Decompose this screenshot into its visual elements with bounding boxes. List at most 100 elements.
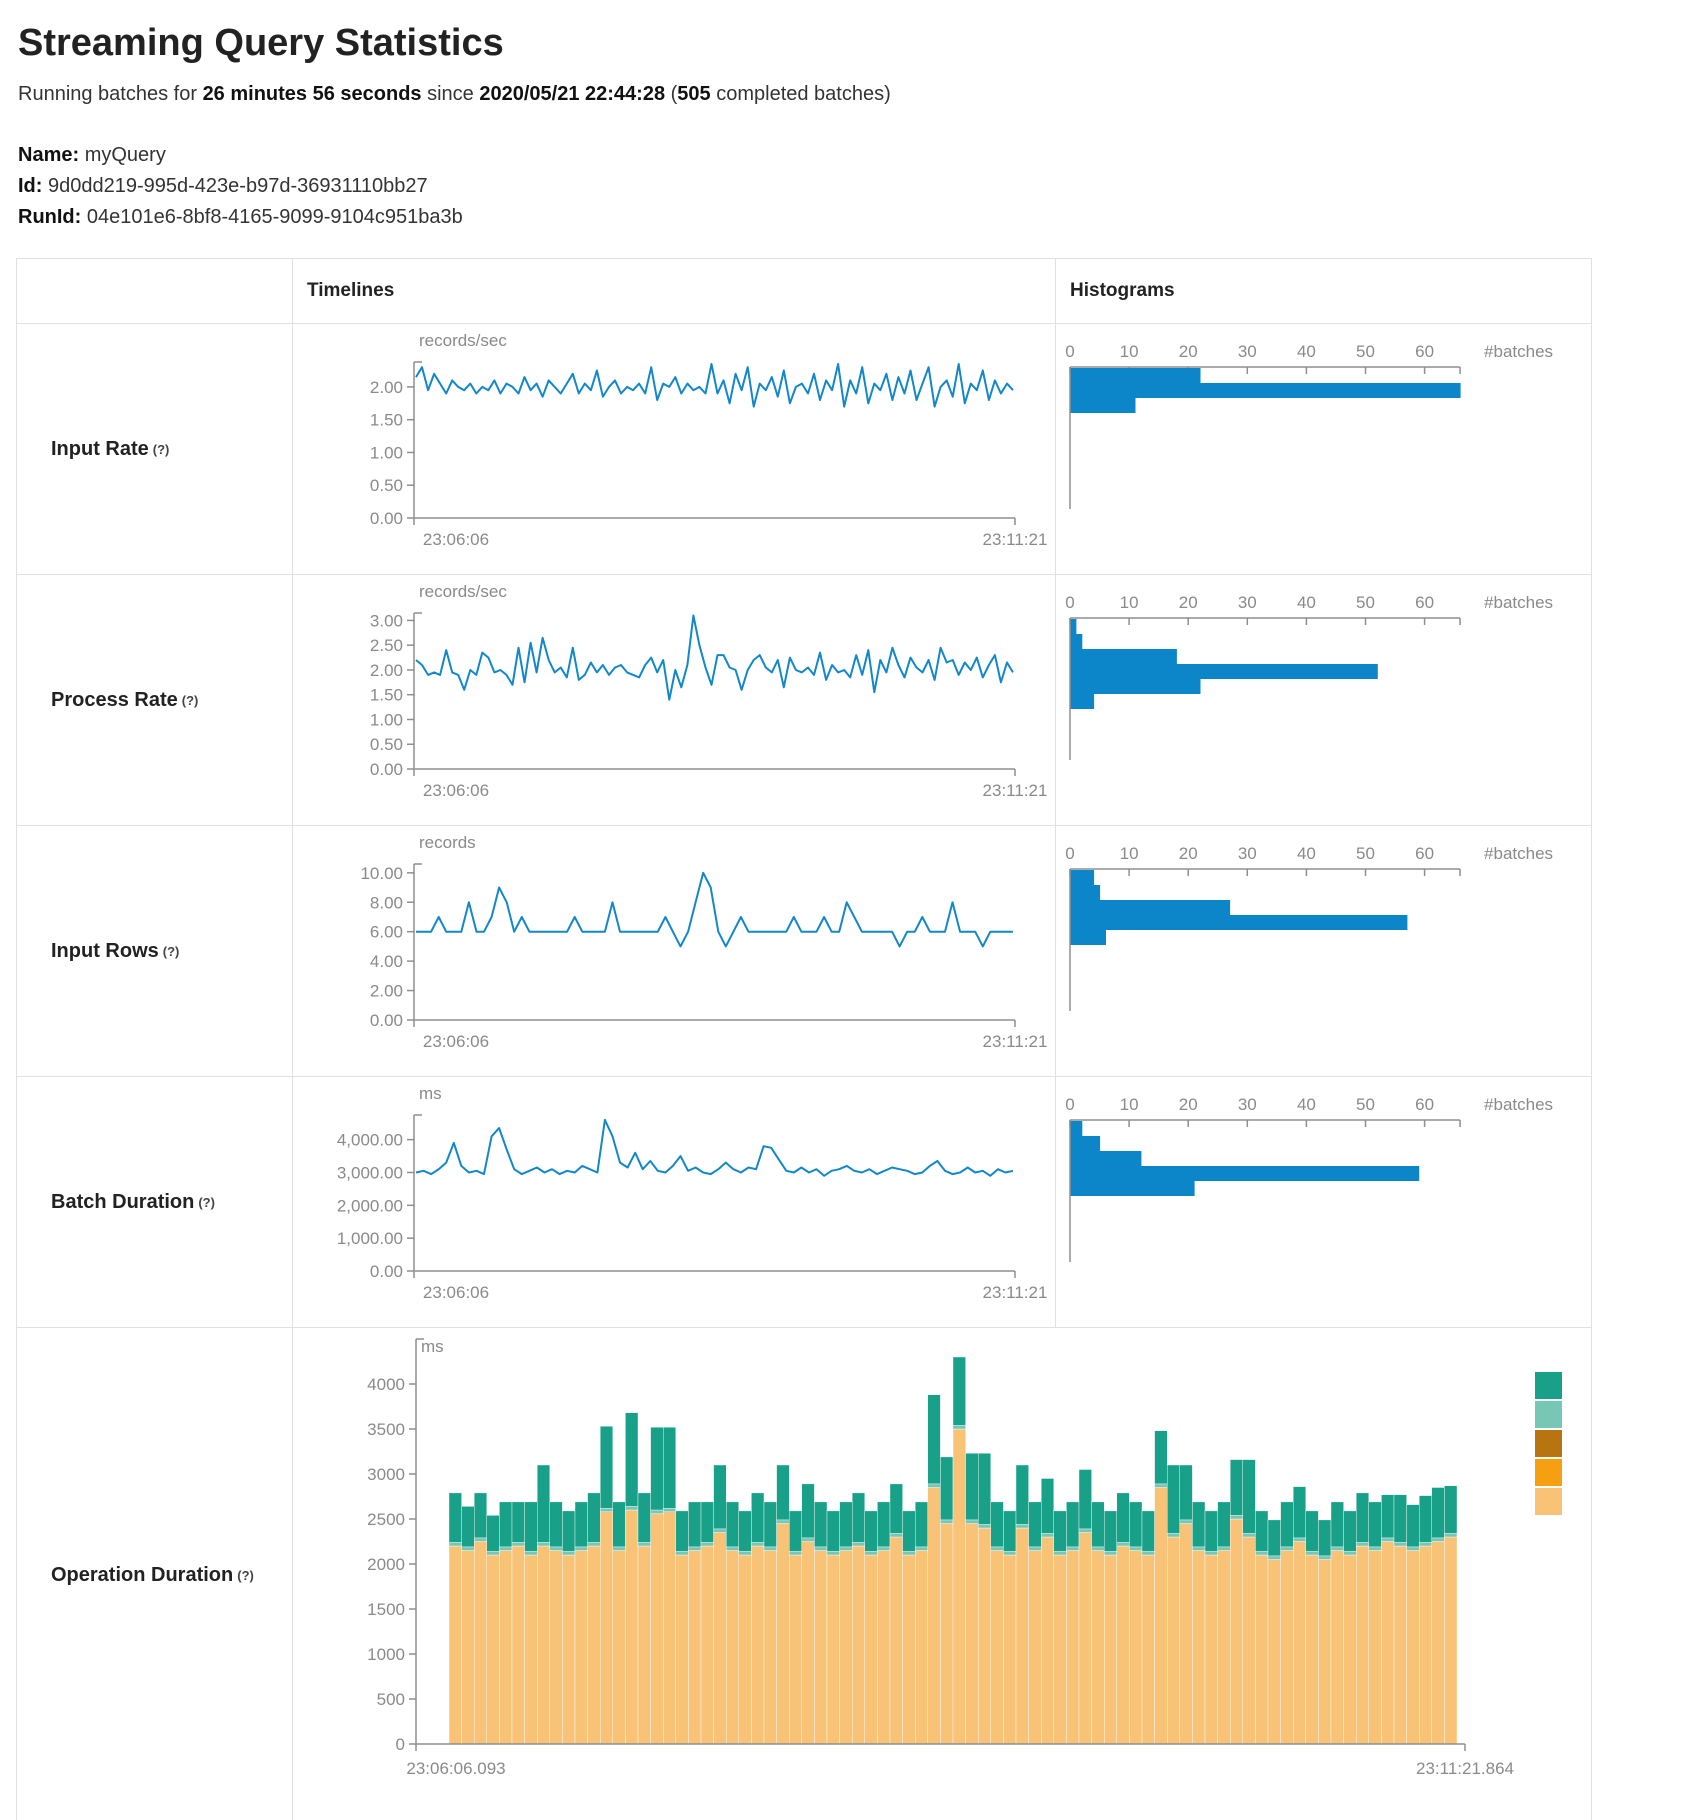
batch-duration-help-icon[interactable]: (?) [198, 1194, 215, 1210]
running-summary: Running batches for 26 minutes 56 second… [18, 83, 1693, 106]
svg-text:1000: 1000 [367, 1645, 405, 1664]
batch-duration-label: Batch Duration [51, 1190, 195, 1213]
svg-text:10: 10 [1120, 593, 1139, 612]
svg-text:30: 30 [1238, 1095, 1257, 1114]
svg-text:10.00: 10.00 [360, 864, 403, 883]
svg-text:0.50: 0.50 [370, 476, 403, 495]
svg-text:0: 0 [396, 1735, 405, 1754]
svg-text:10: 10 [1120, 342, 1139, 361]
svg-text:6.00: 6.00 [370, 923, 403, 942]
batch-duration-histogram-chart: 0 10 20 30 40 50 60 #batches [1065, 1095, 1553, 1262]
svg-text:0.00: 0.00 [370, 760, 403, 779]
svg-text:1.00: 1.00 [370, 710, 403, 729]
legend-swatch [1535, 1459, 1562, 1486]
svg-text:23:11:21: 23:11:21 [983, 1283, 1048, 1302]
svg-text:23:06:06: 23:06:06 [423, 781, 489, 800]
id-label: Id: [18, 175, 43, 197]
name-value: myQuery [84, 144, 166, 166]
svg-text:records/sec: records/sec [419, 331, 507, 350]
svg-text:40: 40 [1297, 844, 1316, 863]
svg-text:50: 50 [1356, 1095, 1375, 1114]
legend-swatch [1535, 1401, 1562, 1428]
svg-text:23:06:06.093: 23:06:06.093 [406, 1759, 505, 1778]
svg-text:1.00: 1.00 [370, 443, 403, 462]
input-rate-help-icon[interactable]: (?) [152, 441, 170, 457]
query-name-line: Name: myQuery [18, 140, 1693, 171]
batch-duration-histogram-cell: 0 10 20 30 40 50 60 #batches [1056, 1077, 1591, 1327]
svg-text:20: 20 [1179, 844, 1198, 863]
operation-duration-chart-cell: ms 4000 3500 3000 2500 2000 1500 1000 500 0 23:06:… [293, 1328, 1591, 1820]
query-id-line: Id: 9d0dd219-995d-423e-b97d-36931110bb27 [18, 171, 1693, 202]
input-rows-row: Input Rows (?) records 10.00 8.00 6.00 4.00 2.… [17, 826, 1591, 1077]
svg-text:0.00: 0.00 [370, 1262, 403, 1281]
svg-text:60: 60 [1415, 593, 1434, 612]
operation-duration-label: Operation Duration [51, 1564, 234, 1586]
svg-text:50: 50 [1356, 844, 1375, 863]
svg-text:2.00: 2.00 [370, 378, 403, 397]
query-runid-line: RunId: 04e101e6-8bf8-4165-9099-9104c951b… [18, 202, 1693, 233]
svg-text:23:11:21: 23:11:21 [983, 530, 1048, 549]
svg-text:0.00: 0.00 [370, 1011, 403, 1030]
svg-text:60: 60 [1415, 1095, 1434, 1114]
svg-text:0: 0 [1065, 342, 1074, 361]
input-rows-histogram-cell: 0 10 20 30 40 50 60 #batches [1056, 826, 1591, 1076]
process-rate-help-icon[interactable]: (?) [181, 692, 199, 708]
svg-text:2500: 2500 [367, 1510, 405, 1529]
operation-duration-help-icon[interactable]: (?) [237, 1568, 254, 1583]
svg-text:20: 20 [1179, 1095, 1198, 1114]
legend-swatch [1535, 1430, 1562, 1457]
svg-text:60: 60 [1415, 844, 1434, 863]
input-rows-label-cell: Input Rows (?) [17, 826, 293, 1076]
svg-text:3,000.00: 3,000.00 [337, 1163, 403, 1182]
svg-text:0: 0 [1065, 1095, 1074, 1114]
svg-text:60: 60 [1415, 342, 1434, 361]
batch-duration-timeline-chart: ms 4,000.00 3,000.00 2,000.00 1,000.00 0.00 23… [337, 1084, 1048, 1302]
input-rate-row: Input Rate (?) records/sec 2.00 1.50 1.00 0.5… [17, 324, 1591, 575]
svg-text:40: 40 [1297, 342, 1316, 361]
process-rate-row: Process Rate (?) records/sec 3.00 2.50 2.00 1… [17, 575, 1591, 826]
process-rate-histogram-cell: 0 10 20 30 40 50 60 #batches [1056, 575, 1591, 825]
svg-text:2.50: 2.50 [370, 636, 403, 655]
running-duration: 26 minutes 56 seconds [202, 83, 422, 105]
svg-text:0: 0 [1065, 844, 1074, 863]
operation-duration-label-cell: Operation Duration (?) [17, 1328, 293, 1820]
svg-text:23:06:06: 23:06:06 [423, 530, 489, 549]
svg-text:1500: 1500 [367, 1600, 405, 1619]
svg-text:50: 50 [1356, 593, 1375, 612]
svg-text:0.50: 0.50 [370, 735, 403, 754]
svg-text:4.00: 4.00 [370, 952, 403, 971]
input-rate-label-cell: Input Rate (?) [17, 324, 293, 574]
id-value: 9d0dd219-995d-423e-b97d-36931110bb27 [48, 175, 428, 197]
operation-duration-legend [1535, 1372, 1562, 1517]
svg-text:23:11:21: 23:11:21 [983, 1032, 1048, 1051]
svg-text:23:06:06: 23:06:06 [423, 1283, 489, 1302]
svg-text:50: 50 [1356, 342, 1375, 361]
svg-text:2.00: 2.00 [370, 982, 403, 1001]
completed-suffix: completed batches) [710, 83, 891, 105]
legend-swatch [1535, 1488, 1562, 1515]
operation-duration-chart: ms 4000 3500 3000 2500 2000 1500 1000 500 023:06:… [367, 1337, 1514, 1778]
input-rows-timeline-chart: records 10.00 8.00 6.00 4.00 2.00 0.00 23:06:06… [360, 833, 1048, 1051]
since-time: 2020/05/21 22:44:28 [479, 83, 666, 105]
runid-value: 04e101e6-8bf8-4165-9099-9104c951ba3b [86, 206, 463, 228]
svg-text:4,000.00: 4,000.00 [337, 1131, 403, 1150]
input-rows-timeline-cell: records 10.00 8.00 6.00 4.00 2.00 0.00 23:06:06… [293, 826, 1056, 1076]
svg-text:40: 40 [1297, 593, 1316, 612]
svg-text:1.50: 1.50 [370, 686, 403, 705]
svg-text:4000: 4000 [367, 1375, 405, 1394]
svg-text:10: 10 [1120, 1095, 1139, 1114]
svg-text:500: 500 [377, 1690, 405, 1709]
svg-text:23:11:21.864: 23:11:21.864 [1416, 1759, 1514, 1778]
input-rate-histogram-chart: 0 10 20 30 40 50 60 #batches [1065, 342, 1553, 509]
svg-text:#batches: #batches [1484, 844, 1553, 863]
svg-text:20: 20 [1179, 342, 1198, 361]
since-word: since [421, 83, 480, 105]
svg-text:3000: 3000 [367, 1465, 405, 1484]
input-rows-help-icon[interactable]: (?) [162, 943, 180, 959]
svg-text:records: records [419, 833, 476, 852]
svg-text:2,000.00: 2,000.00 [337, 1196, 403, 1215]
svg-text:ms: ms [421, 1337, 444, 1356]
paren-open: ( [665, 83, 678, 105]
name-label: Name: [18, 144, 80, 166]
